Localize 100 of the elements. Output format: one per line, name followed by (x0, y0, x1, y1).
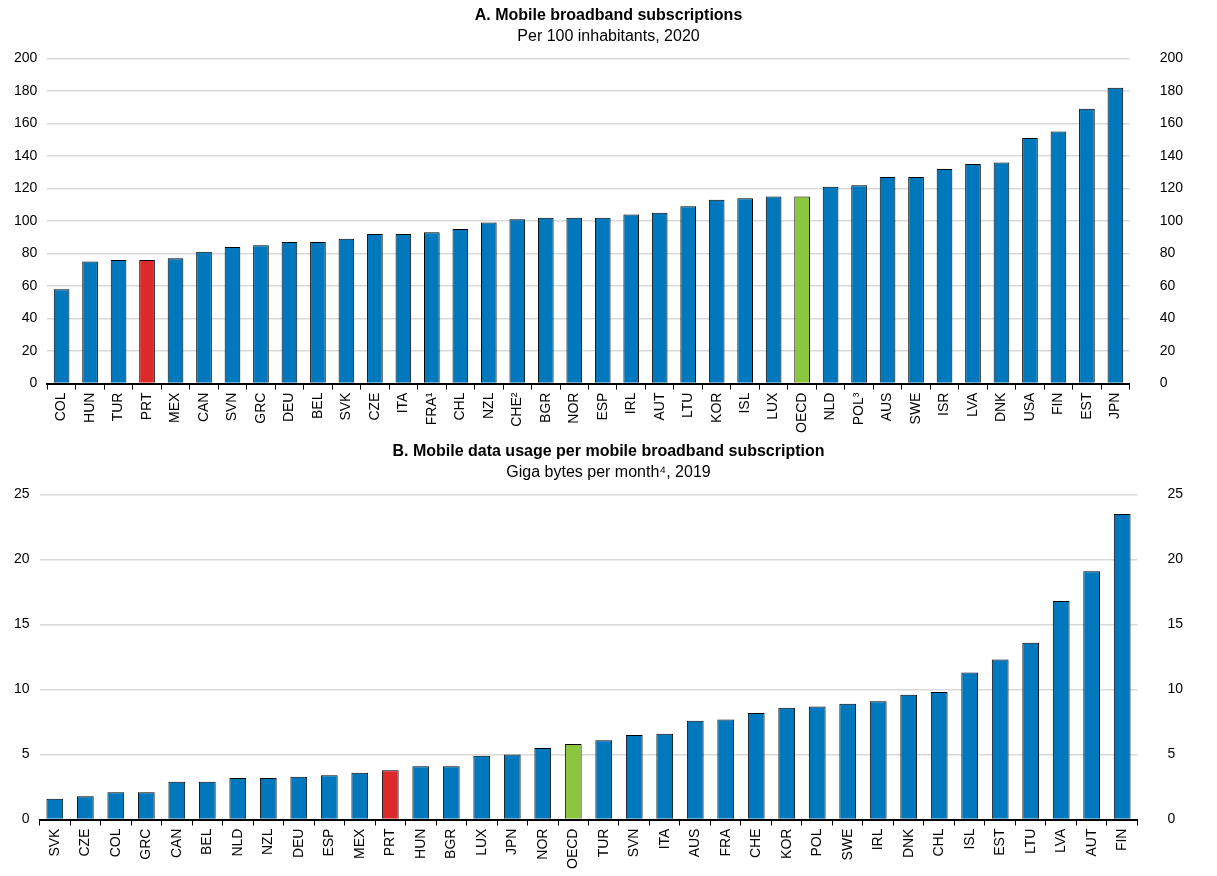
x-tick-label: ESP (593, 392, 610, 421)
x-tick-label: SVN (625, 828, 642, 858)
x-tick-label: BGR (442, 828, 459, 859)
x-tick-label: CAN (194, 392, 211, 423)
y2-tick-label: 180 (1159, 81, 1184, 98)
x-tick-label: NZL (479, 392, 496, 419)
x-tick-label: OECD (792, 392, 809, 433)
chart-subtitle: Giga bytes per month⁴, 2019 (506, 463, 711, 481)
x-tick-label: LUX (472, 827, 489, 856)
x-tick-label: KOR (777, 828, 794, 859)
x-tick-label: HUN (80, 392, 97, 423)
y-tick-label: 20 (21, 341, 38, 358)
x-tick-label: LVA (1052, 827, 1069, 853)
x-tick-label: GRC (251, 392, 268, 424)
x-tick-label: CAN (167, 828, 184, 859)
x-tick-label: SWE (906, 392, 923, 425)
chart-subtitle: Per 100 inhabitants, 2020 (517, 27, 700, 45)
x-tick-label: ISL (960, 828, 977, 850)
y-tick-label: 80 (21, 244, 38, 261)
y-tick-label: 5 (21, 745, 30, 762)
x-tick-label: EST (991, 828, 1008, 856)
x-tick-label: NOR (533, 828, 550, 860)
x-tick-label: FIN (1049, 392, 1066, 416)
x-tick-label: MEX (350, 827, 367, 859)
y-tick-label: 15 (13, 615, 30, 632)
x-tick-label: ITA (655, 827, 672, 850)
x-tick-label: SVK (337, 391, 354, 421)
y2-tick-label: 5 (1167, 745, 1176, 762)
y2-tick-label: 0 (1159, 374, 1168, 391)
y-tick-label: 140 (14, 146, 38, 163)
x-tick-label: CHL (451, 392, 468, 421)
x-tick-label: POL (808, 828, 825, 857)
x-tick-label: LUX (764, 391, 781, 420)
x-tick-label: SWE (838, 828, 855, 861)
x-tick-label: BEL (308, 392, 325, 420)
x-tick-label: PRT (381, 828, 398, 857)
x-tick-label: TUR (594, 828, 611, 858)
x-tick-label: ISL (736, 392, 753, 414)
y2-tick-label: 0 (1167, 810, 1176, 827)
y-tick-label: 0 (21, 810, 30, 827)
x-tick-label: AUS (878, 392, 895, 422)
x-tick-label: BEL (198, 828, 215, 856)
y2-tick-label: 140 (1159, 146, 1184, 163)
x-tick-label: AUS (686, 828, 703, 858)
y-tick-label: 20 (13, 550, 30, 567)
y-tick-label: 180 (14, 81, 38, 98)
y-tick-label: 25 (13, 485, 30, 502)
x-tick-label: USA (1020, 391, 1037, 422)
x-tick-label: ISR (935, 392, 952, 416)
y-tick-label: 100 (14, 211, 38, 228)
y-tick-label: 200 (14, 49, 38, 66)
chart-title: A. Mobile broadband subscriptions (474, 6, 743, 24)
x-tick-label: COL (52, 392, 69, 422)
x-tick-label: COL (106, 828, 123, 858)
x-tick-label: HUN (411, 828, 428, 859)
x-tick-label: CHE (747, 828, 764, 859)
x-tick-label: IRL (869, 828, 886, 851)
x-tick-label: AUT (650, 392, 667, 421)
x-tick-label: NLD (228, 828, 245, 857)
x-tick-label: FIN (1113, 828, 1130, 852)
x-tick-label: AUT (1082, 828, 1099, 857)
y2-tick-label: 20 (1167, 550, 1184, 567)
x-tick-label: SVK (45, 827, 62, 857)
x-tick-label: MEX (166, 391, 183, 423)
x-tick-label: FRA (716, 827, 733, 857)
chart-title: B. Mobile data usage per mobile broadband subscription (392, 442, 825, 460)
y2-tick-label: 25 (1167, 485, 1184, 502)
x-tick-label: LTU (1021, 828, 1038, 854)
x-tick-label: CHL (930, 828, 947, 857)
x-tick-label: GRC (137, 828, 154, 860)
y-tick-label: 120 (14, 179, 38, 196)
x-tick-label: CZE (76, 828, 93, 857)
x-tick-label: KOR (707, 392, 724, 423)
x-tick-label: TUR (109, 392, 126, 422)
y2-tick-label: 200 (1159, 49, 1184, 66)
x-tick-label: ESP (320, 828, 337, 857)
y2-tick-label: 100 (1159, 211, 1184, 228)
x-tick-label: NLD (821, 392, 838, 421)
x-tick-label: PRT (137, 392, 154, 421)
x-tick-label: FRA¹ (422, 392, 439, 426)
x-tick-label: ITA (394, 391, 411, 414)
y2-tick-label: 60 (1159, 276, 1176, 293)
y2-tick-label: 20 (1159, 341, 1176, 358)
x-tick-label: LVA (963, 391, 980, 417)
y-tick-label: 60 (21, 276, 38, 293)
x-tick-label: CZE (365, 392, 382, 421)
y2-tick-label: 10 (1167, 680, 1184, 697)
x-tick-label: NOR (565, 392, 582, 424)
x-tick-label: IRL (622, 392, 639, 415)
x-tick-label: SVN (223, 392, 240, 422)
x-tick-label: DNK (992, 391, 1009, 423)
x-tick-label: DNK (899, 827, 916, 859)
x-tick-label: JPN (1106, 392, 1123, 419)
y-tick-label: 160 (14, 114, 38, 131)
y2-tick-label: 40 (1159, 309, 1176, 326)
x-tick-label: LTU (679, 392, 696, 418)
x-tick-label: OECD (564, 828, 581, 869)
x-tick-label: JPN (503, 828, 520, 855)
y2-tick-label: 120 (1159, 179, 1184, 196)
x-tick-label: DEU (289, 828, 306, 859)
